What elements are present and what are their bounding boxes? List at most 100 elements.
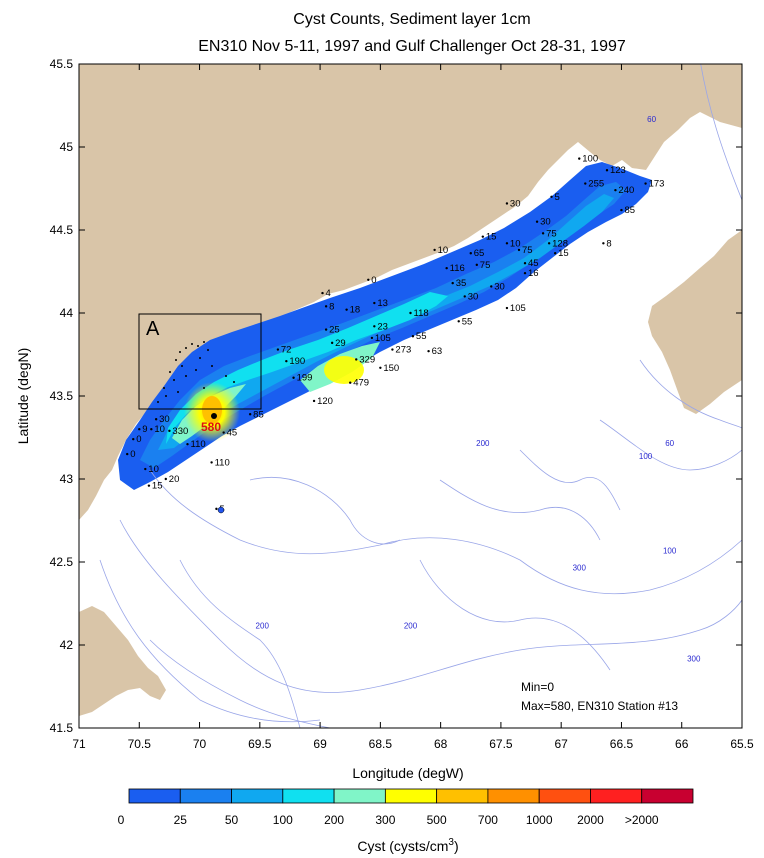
- station-value-label: 15: [558, 248, 569, 259]
- y-tick-label: 43: [60, 472, 74, 486]
- colorbar-tick-label: 200: [324, 813, 344, 827]
- x-tick-label: 65.5: [730, 737, 754, 751]
- station-dot: [535, 220, 539, 223]
- max-station-marker: [211, 413, 217, 419]
- x-tick-label: 69: [313, 737, 327, 751]
- station-dot: [321, 291, 324, 295]
- station-value-label: 30: [510, 198, 521, 209]
- station-value-label: 10: [148, 464, 159, 475]
- station-dot: [144, 467, 147, 471]
- station-value-label: 173: [649, 179, 665, 190]
- station-value-label: 30: [540, 217, 551, 228]
- station-dot: [345, 308, 348, 311]
- depth-contour-label: 200: [256, 621, 270, 630]
- station-dot: [481, 235, 485, 238]
- station-dot: [210, 461, 213, 464]
- station-dot: [324, 305, 328, 308]
- station-value-label: 29: [335, 338, 346, 349]
- station-value-label: 240: [618, 185, 634, 196]
- station-dot: [409, 311, 412, 315]
- colorbar-swatch: [128, 788, 181, 804]
- station-dot: [445, 266, 448, 270]
- y-tick-label: 41.5: [50, 721, 74, 735]
- x-axis-label: Longitude (degW): [352, 765, 463, 781]
- station-value-label: 116: [450, 263, 465, 274]
- station-value-label: 330: [172, 426, 188, 437]
- station-value-label: 128: [552, 238, 568, 249]
- station-value-label: 0: [130, 449, 135, 460]
- cyst-contour-100: [166, 292, 448, 444]
- colorbar-tick-labels: 0 25 50 100 200 300 500 700 1000 2000 >2000: [118, 813, 659, 827]
- station-dot: [490, 285, 493, 288]
- station-value-label: 255: [588, 179, 604, 190]
- station-value-label: 0: [136, 434, 141, 445]
- station-value-label: 110: [190, 439, 205, 450]
- land-maine-coast: [79, 64, 742, 520]
- station-value-label: 190: [289, 356, 305, 367]
- station-5-marker: [217, 506, 225, 514]
- station-dot: [312, 399, 316, 403]
- station-dot: [578, 157, 581, 160]
- station-dot: [469, 252, 472, 255]
- station-value-label: 13: [377, 298, 388, 309]
- station-dot: [605, 169, 609, 172]
- station-value-label: 55: [462, 316, 473, 327]
- colorbar-tick-label: 2000: [577, 813, 604, 827]
- colorbar-tick-label: 0: [118, 813, 125, 827]
- x-axis-ticks: 71 70.5 70 69.5 69 68.5 68 67.5 67 66.5 66 65.5: [72, 64, 754, 751]
- station-dot: [150, 428, 153, 431]
- station-dot: [367, 278, 370, 281]
- station-dot: [373, 301, 376, 305]
- land-cape-cod: [79, 606, 166, 716]
- station-points: 1001232552401735308530751281581510754516…: [126, 154, 664, 515]
- depth-contour-label: 200: [404, 621, 418, 630]
- station-value-label: 4: [326, 288, 331, 299]
- station-value-label: 20: [169, 474, 180, 485]
- station-value-label: 100: [582, 154, 598, 165]
- station-value-label: 35: [456, 278, 467, 289]
- station-dot: [132, 437, 135, 441]
- station-dot: [285, 359, 288, 363]
- colorbar-swatch: [641, 788, 694, 804]
- station-dot: [505, 242, 509, 245]
- station-dot: [457, 320, 460, 323]
- station-dot: [517, 248, 521, 252]
- station-dot: [248, 413, 252, 416]
- station-dot: [186, 442, 189, 446]
- station-value-label: 72: [281, 345, 292, 356]
- station-dot: [324, 328, 328, 331]
- depth-contour-label: 100: [639, 452, 653, 461]
- x-tick-label: 66: [675, 737, 689, 751]
- y-tick-label: 42: [60, 638, 74, 652]
- station-dot: [154, 418, 158, 421]
- station-dot: [292, 376, 295, 379]
- station-dot: [620, 208, 623, 212]
- y-tick-label: 45.5: [50, 57, 74, 71]
- x-tick-label: 67: [555, 737, 569, 751]
- station-value-label: 123: [610, 165, 626, 176]
- colorbar-swatch: [590, 788, 643, 804]
- min-annotation: Min=0: [521, 680, 554, 694]
- x-tick-label: 66.5: [610, 737, 634, 751]
- station-dot: [550, 195, 553, 198]
- station-value-label: 10: [438, 245, 449, 256]
- bathymetry-contours: [99, 64, 742, 728]
- x-tick-label: 70.5: [128, 737, 152, 751]
- colorbar-tick-label: 300: [375, 813, 395, 827]
- station-dot: [168, 429, 171, 433]
- station-value-label: 8: [329, 301, 334, 312]
- depth-contour-label: 60: [647, 115, 656, 124]
- colorbar-swatch: [333, 788, 386, 804]
- colorbar-swatch: [282, 788, 335, 804]
- station-value-label: 25: [329, 325, 340, 336]
- cyst-hotspot-329: [324, 356, 364, 384]
- station-value-label: 30: [468, 291, 479, 302]
- inset-box-a: [138, 313, 262, 410]
- station-dot: [523, 271, 527, 275]
- station-value-label: 85: [624, 205, 635, 216]
- x-tick-label: 69.5: [248, 737, 272, 751]
- colorbar-swatch: [487, 788, 540, 804]
- station-dot: [330, 341, 334, 345]
- station-value-label: 120: [317, 396, 333, 407]
